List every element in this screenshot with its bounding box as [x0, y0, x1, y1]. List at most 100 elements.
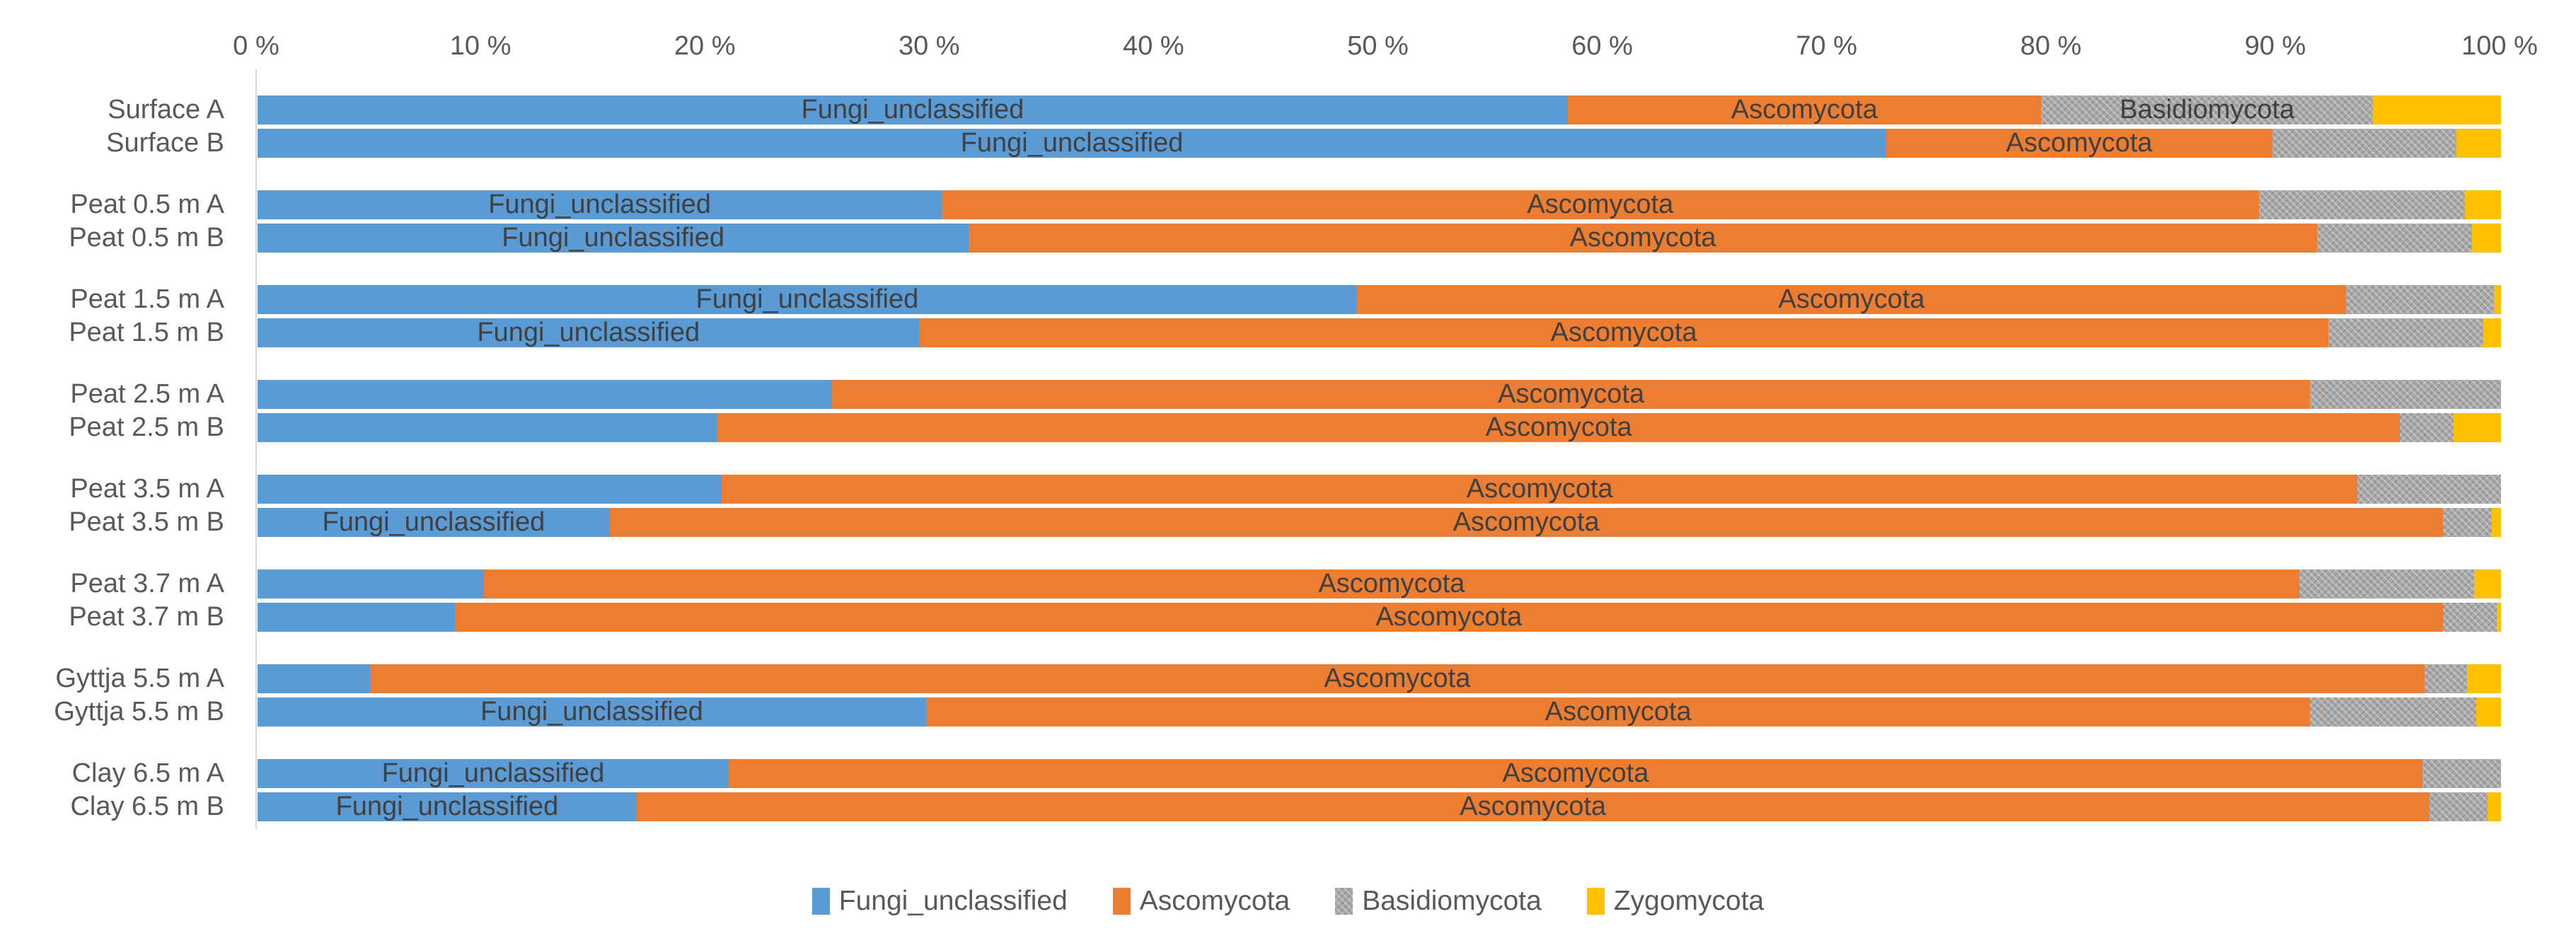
bar-segment-basidiomycota[interactable]: [2422, 759, 2501, 789]
category-label: Peat 1.5 m A: [70, 284, 224, 314]
legend-item-basidiomycota[interactable]: Basidiomycota: [1335, 886, 1542, 917]
category-label: Surface B: [106, 127, 224, 158]
bar-segment-fungi_unclassified[interactable]: [258, 603, 456, 632]
bar-segment-zygomycota[interactable]: [2492, 508, 2501, 538]
bar-segment-ascomycota[interactable]: Ascomycota: [722, 475, 2358, 504]
bar-segment-fungi_unclassified[interactable]: Fungi_unclassified: [258, 95, 1568, 125]
bar-segment-basidiomycota[interactable]: [2299, 569, 2474, 599]
bar-segment-basidiomycota[interactable]: [2425, 664, 2468, 694]
category-label: Peat 2.5 m A: [70, 378, 224, 409]
bar-segment-basidiomycota[interactable]: Basidiomycota: [2040, 94, 2374, 125]
bar-segment-basidiomycota[interactable]: [2316, 223, 2472, 253]
bar-segment-zygomycota[interactable]: [2496, 603, 2501, 632]
bar-segment-zygomycota[interactable]: [2456, 128, 2501, 158]
bar-segment-basidiomycota[interactable]: [2346, 284, 2495, 314]
legend-swatch-icon: [812, 888, 830, 915]
bar-segment-fungi_unclassified[interactable]: Fungi_unclassified: [258, 758, 729, 789]
bar-segment-ascomycota[interactable]: Ascomycota: [609, 507, 2443, 538]
bar-segment-fungi_unclassified[interactable]: [258, 475, 722, 504]
bar-segment-label: Fungi_unclassified: [381, 758, 605, 789]
bar-segment-zygomycota[interactable]: [2465, 190, 2501, 219]
bar-segment-fungi_unclassified[interactable]: [258, 664, 370, 694]
bar-segment-zygomycota[interactable]: [2494, 284, 2501, 314]
x-axis-tick-label: 40 %: [1123, 31, 1184, 61]
bar-segment-ascomycota[interactable]: Ascomycota: [455, 603, 2443, 632]
bar-segment-ascomycota[interactable]: Ascomycota: [942, 190, 2259, 219]
x-axis-tick-label: 30 %: [898, 31, 960, 61]
bar-segment-ascomycota[interactable]: Ascomycota: [1356, 284, 2347, 314]
bar-segment-fungi_unclassified[interactable]: Fungi_unclassified: [258, 508, 610, 538]
bar-segment-ascomycota[interactable]: Ascomycota: [1567, 94, 2041, 125]
legend-item-fungi_unclassified[interactable]: Fungi_unclassified: [812, 886, 1068, 917]
bar-segment-fungi_unclassified[interactable]: Fungi_unclassified: [258, 318, 920, 347]
bar-segment-basidiomycota[interactable]: [2442, 603, 2497, 632]
bar-segment-basidiomycota[interactable]: [2400, 412, 2454, 442]
category-label: Clay 6.5 m A: [71, 758, 224, 789]
bar-segment-label: Basidiomycota: [2120, 94, 2295, 125]
bar-segment-zygomycota[interactable]: [2373, 95, 2501, 125]
bar-segment-fungi_unclassified[interactable]: Fungi_unclassified: [258, 284, 1357, 314]
bar-segment-zygomycota[interactable]: [2476, 698, 2501, 727]
legend-swatch-icon: [1335, 888, 1353, 915]
bar-segment-label: Ascomycota: [1452, 507, 1600, 538]
legend-item-label: Ascomycota: [1139, 886, 1290, 916]
bar-row: Fungi_unclassified Ascomycota: [258, 190, 2501, 219]
category-label: Gyttja 5.5 m B: [54, 697, 224, 727]
bar-segment-zygomycota[interactable]: [2467, 664, 2501, 694]
bar-segment-zygomycota[interactable]: [2473, 569, 2501, 599]
bar-segment-ascomycota[interactable]: Ascomycota: [636, 792, 2430, 822]
category-label: Peat 3.7 m A: [70, 569, 224, 599]
legend-item-label: Fungi_unclassified: [838, 886, 1068, 916]
legend-item-zygomycota[interactable]: Zygomycota: [1586, 886, 1764, 917]
bar-segment-fungi_unclassified[interactable]: Fungi_unclassified: [258, 698, 926, 727]
bar-segment-ascomycota[interactable]: Ascomycota: [369, 664, 2425, 694]
bar-segment-fungi_unclassified[interactable]: [258, 412, 718, 442]
bar-segment-basidiomycota[interactable]: [2310, 379, 2501, 409]
bar-segment-ascomycota[interactable]: Ascomycota: [831, 379, 2311, 409]
bar-segment-basidiomycota[interactable]: [2310, 698, 2477, 727]
bar-segment-ascomycota[interactable]: Ascomycota: [919, 318, 2328, 347]
category-label: Peat 1.5 m B: [69, 317, 224, 347]
bar-segment-ascomycota[interactable]: Ascomycota: [1886, 128, 2272, 158]
bar-segment-zygomycota[interactable]: [2483, 318, 2501, 347]
legend-item-ascomycota[interactable]: Ascomycota: [1112, 886, 1290, 917]
bar-segment-label: Ascomycota: [1375, 602, 1523, 632]
bar-segment-basidiomycota[interactable]: [2429, 792, 2488, 822]
bar-segment-fungi_unclassified[interactable]: Fungi_unclassified: [258, 190, 942, 219]
category-label: Peat 3.5 m B: [69, 507, 224, 538]
bar-row: Fungi_unclassified Ascomycota: [258, 127, 2501, 158]
bar-segment-zygomycota[interactable]: [2487, 792, 2501, 822]
bar-segment-ascomycota[interactable]: Ascomycota: [925, 698, 2311, 727]
category-label: Peat 2.5 m B: [69, 412, 224, 442]
bar-segment-label: Ascomycota: [1731, 94, 1878, 125]
legend: Fungi_unclassified Ascomycota Basidiomycot…: [0, 886, 2576, 917]
bar-segment-label: Ascomycota: [1502, 758, 1649, 789]
bar-segment-label: Ascomycota: [1550, 317, 1697, 347]
bar-segment-fungi_unclassified[interactable]: Fungi_unclassified: [258, 127, 1887, 158]
bar-segment-label: Fungi_unclassified: [960, 127, 1184, 158]
bar-segment-ascomycota[interactable]: Ascomycota: [969, 223, 2317, 253]
bar-segment-label: Ascomycota: [1485, 412, 1632, 442]
bar-segment-basidiomycota[interactable]: [2328, 318, 2483, 347]
bar-segment-basidiomycota[interactable]: [2258, 190, 2466, 219]
legend-swatch-icon: [1112, 888, 1131, 915]
bar-segment-basidiomycota[interactable]: [2357, 475, 2501, 504]
bar-row: Fungi_unclassified Ascomycota: [258, 792, 2501, 822]
bar-segment-fungi_unclassified[interactable]: Fungi_unclassified: [258, 222, 969, 253]
bar-segment-basidiomycota[interactable]: [2272, 128, 2456, 158]
bar-row: Ascomycota: [258, 603, 2501, 632]
bar-segment-fungi_unclassified[interactable]: [258, 569, 485, 599]
bar-row: Fungi_unclassified Ascomycota Basidiomycot…: [258, 94, 2501, 125]
x-axis-tick-label: 100 %: [2461, 31, 2538, 61]
bar-segment-label: Ascomycota: [1318, 569, 1465, 599]
bar-segment-ascomycota[interactable]: Ascomycota: [484, 569, 2299, 599]
bar-segment-ascomycota[interactable]: Ascomycota: [728, 758, 2422, 789]
bar-segment-zygomycota[interactable]: [2454, 412, 2501, 442]
bar-segment-fungi_unclassified[interactable]: [258, 379, 832, 409]
bar-segment-label: Fungi_unclassified: [502, 222, 724, 253]
bar-segment-ascomycota[interactable]: Ascomycota: [717, 412, 2401, 442]
bar-segment-basidiomycota[interactable]: [2442, 508, 2493, 538]
bar-segment-fungi_unclassified[interactable]: Fungi_unclassified: [258, 792, 637, 822]
bar-segment-zygomycota[interactable]: [2471, 223, 2501, 253]
